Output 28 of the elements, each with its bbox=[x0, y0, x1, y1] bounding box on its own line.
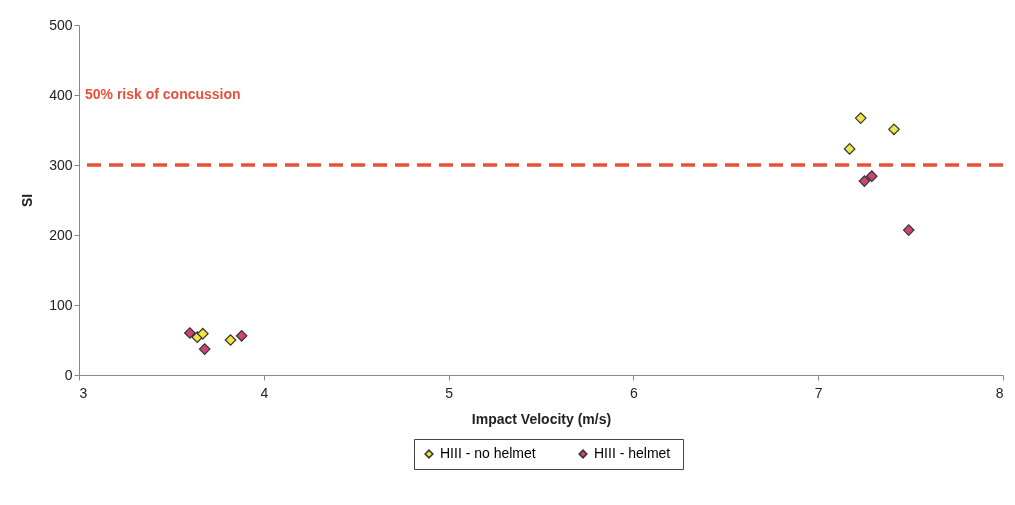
y-tick-label: 300 bbox=[49, 156, 73, 173]
legend-label: HIII - helmet bbox=[594, 445, 671, 461]
point bbox=[184, 327, 196, 339]
x-tick-label: 8 bbox=[995, 384, 1004, 401]
point bbox=[888, 123, 900, 136]
y-tick-label: 400 bbox=[49, 86, 73, 103]
point bbox=[865, 170, 878, 183]
point bbox=[198, 343, 211, 355]
x-tick-label: 4 bbox=[260, 384, 269, 401]
ref-line-label: 50% risk of concussion bbox=[85, 86, 241, 102]
y-axis-title: SI bbox=[19, 193, 36, 208]
y-tick-label: 200 bbox=[49, 226, 73, 243]
point bbox=[843, 143, 856, 155]
point bbox=[196, 327, 209, 340]
y-tick-label: 0 bbox=[64, 366, 73, 383]
x-tick-label: 3 bbox=[79, 384, 88, 401]
x-axis-title: Impact Velocity (m/s) bbox=[471, 410, 612, 427]
y-tick-label: 500 bbox=[49, 16, 73, 33]
legend-label: HIII - no helmet bbox=[440, 445, 536, 461]
point bbox=[235, 329, 248, 342]
point bbox=[854, 112, 867, 124]
x-tick-label: 7 bbox=[814, 384, 823, 401]
point bbox=[858, 175, 871, 187]
point bbox=[902, 224, 915, 236]
x-tick-label: 5 bbox=[445, 384, 454, 401]
y-tick-label: 100 bbox=[49, 296, 73, 313]
x-tick-label: 6 bbox=[630, 384, 638, 401]
point bbox=[224, 334, 237, 346]
